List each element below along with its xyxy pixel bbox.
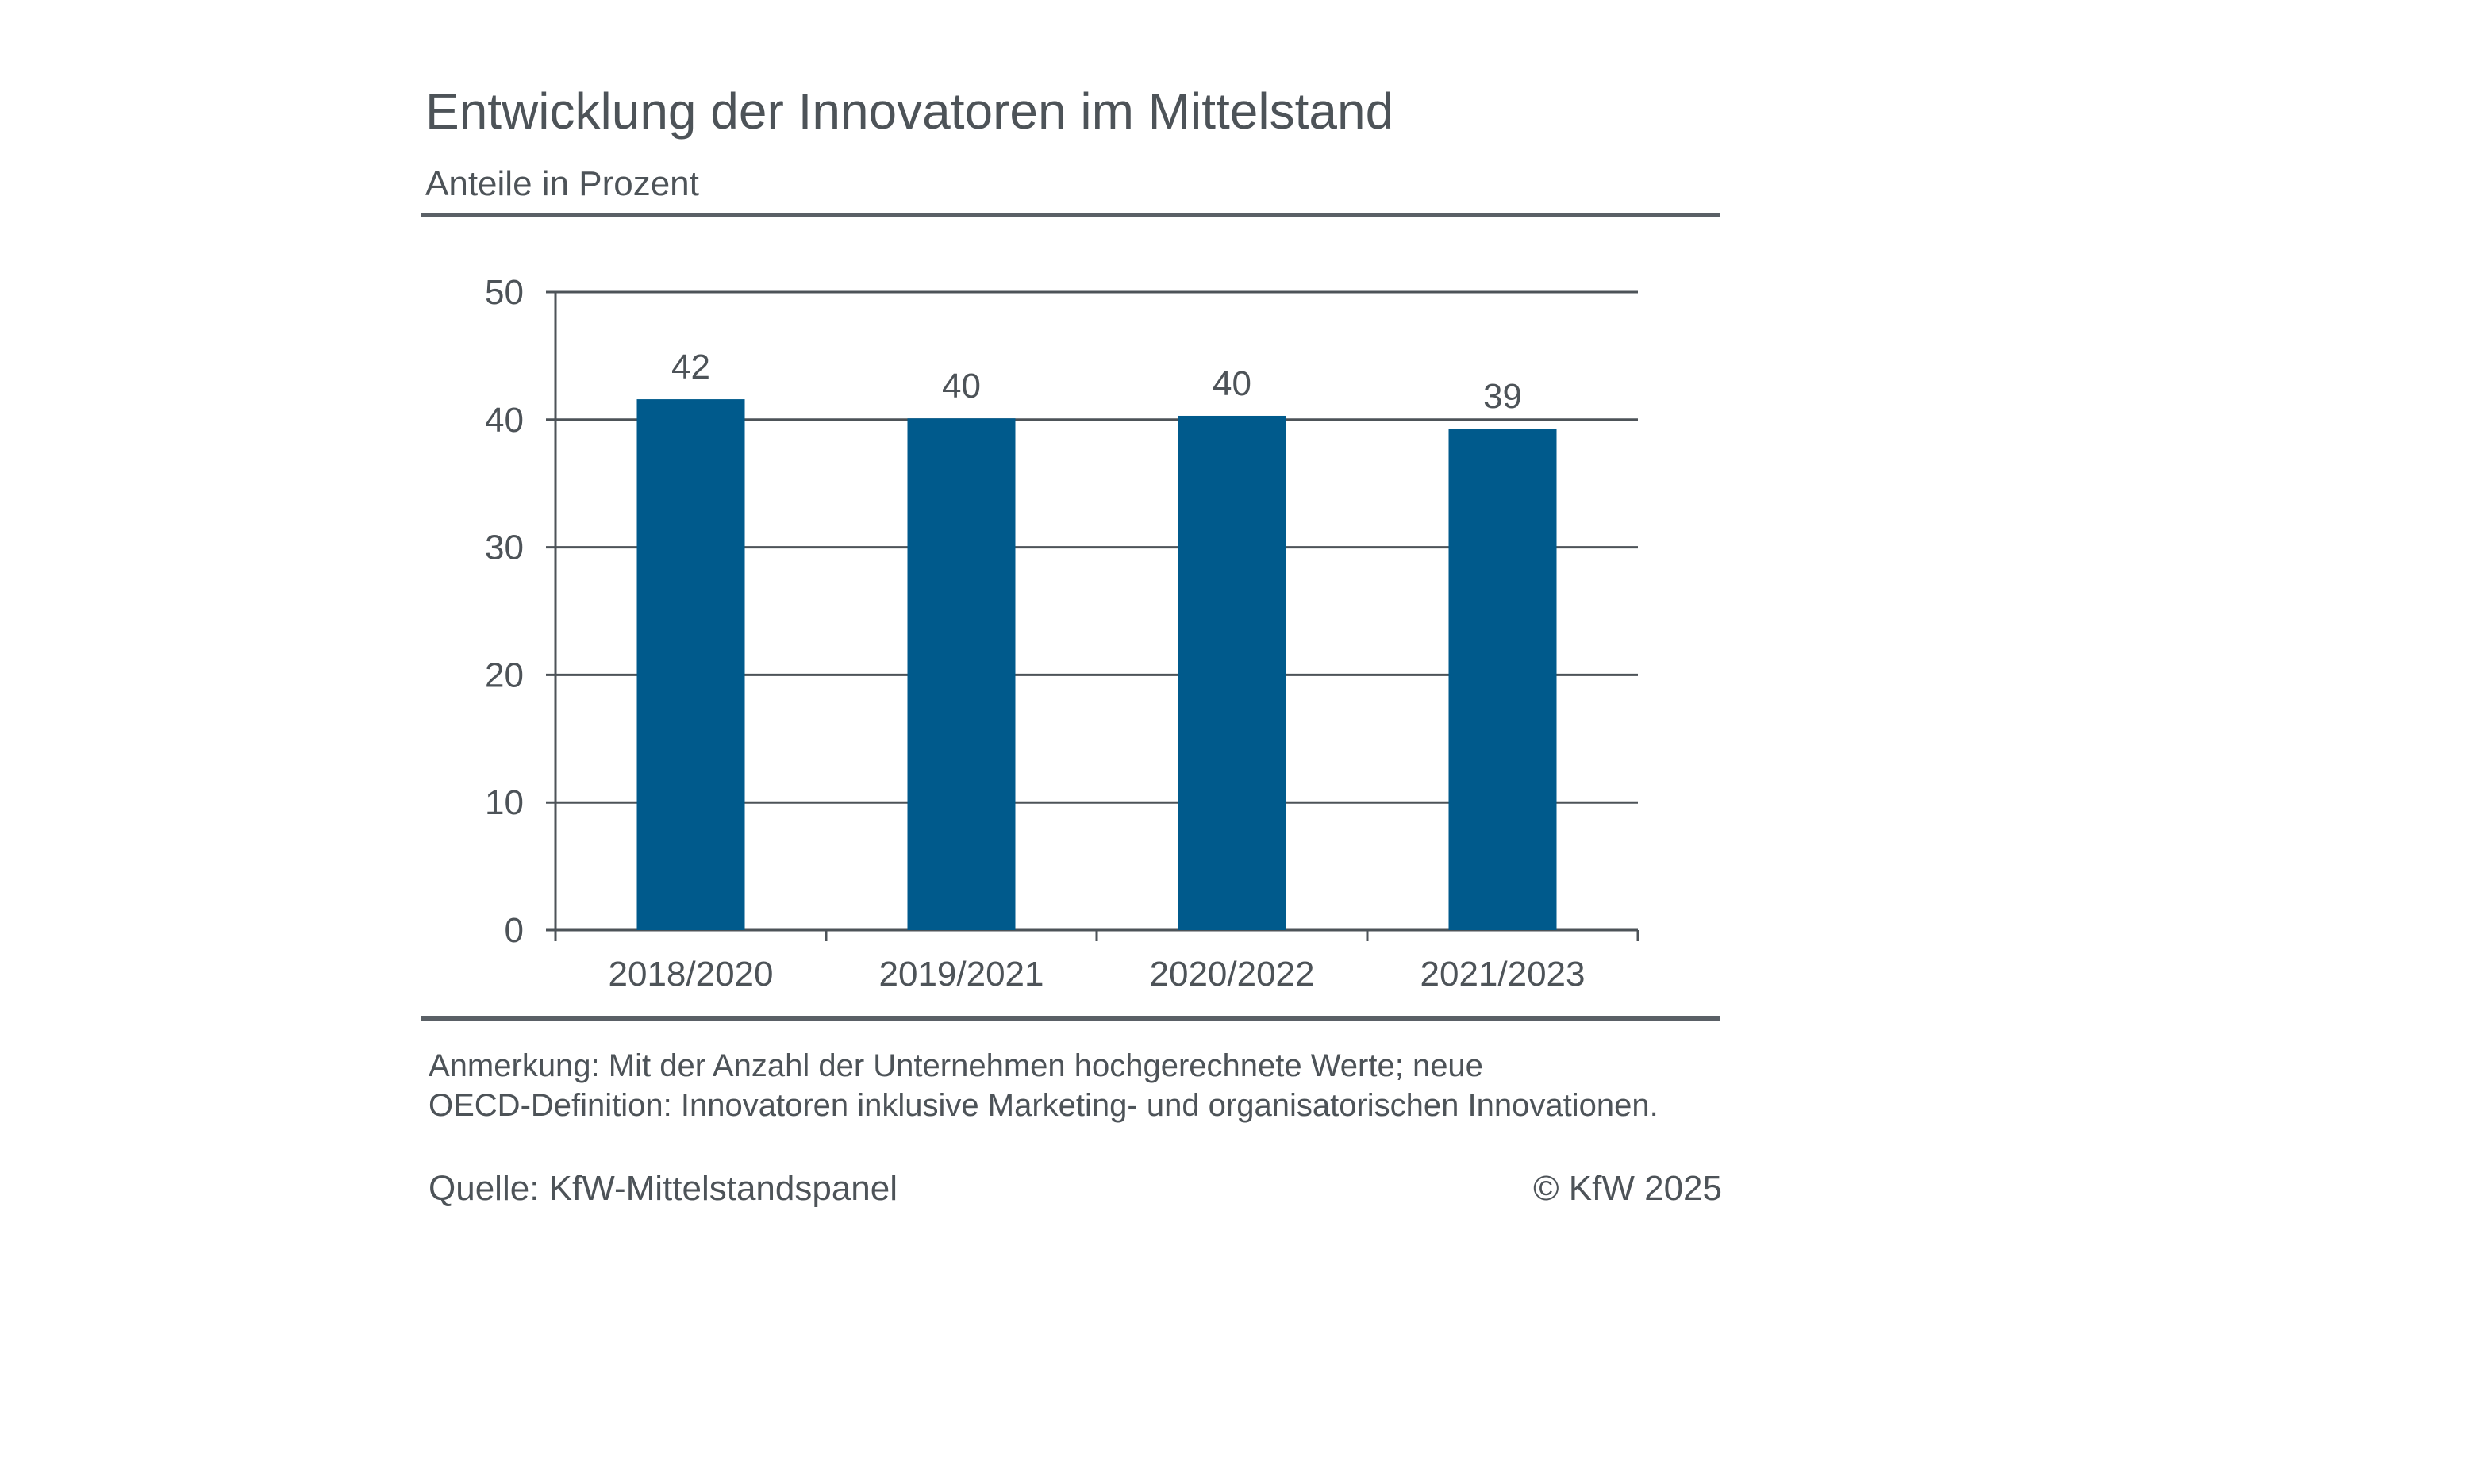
x-tick-label: 2021/2023	[1420, 955, 1586, 994]
top-divider	[421, 213, 1720, 217]
bottom-divider	[421, 1016, 1720, 1021]
x-tick-label: 2020/2022	[1150, 955, 1315, 994]
y-tick-label: 50	[485, 273, 524, 312]
note-line-1: Anmerkung: Mit der Anzahl der Unternehme…	[429, 1048, 1483, 1083]
bar	[907, 418, 1016, 930]
chart-subtitle: Anteile in Prozent	[425, 164, 699, 203]
x-tick-label: 2018/2020	[609, 955, 774, 994]
x-tick-label: 2019/2021	[879, 955, 1044, 994]
source-label: Quelle: KfW-Mittelstandspanel	[429, 1169, 898, 1208]
y-tick-label: 30	[485, 529, 524, 567]
copyright-label: © KfW 2025	[1533, 1169, 1722, 1208]
chart-title: Entwicklung der Innovatoren im Mittelsta…	[425, 83, 1394, 140]
bar	[1448, 429, 1557, 930]
data-label: 39	[1483, 377, 1522, 416]
data-label: 42	[671, 348, 710, 386]
y-tick-label: 10	[485, 783, 524, 822]
y-tick-label: 40	[485, 401, 524, 440]
bar	[1178, 415, 1286, 930]
y-tick-label: 0	[505, 911, 524, 950]
note-line-2: OECD-Definition: Innovatoren inklusive M…	[429, 1088, 1659, 1123]
data-label: 40	[942, 367, 981, 406]
data-label: 40	[1213, 364, 1251, 403]
bar	[636, 399, 745, 930]
y-tick-label: 20	[485, 655, 524, 694]
chart-note: Anmerkung: Mit der Anzahl der Unternehme…	[429, 1046, 1659, 1125]
